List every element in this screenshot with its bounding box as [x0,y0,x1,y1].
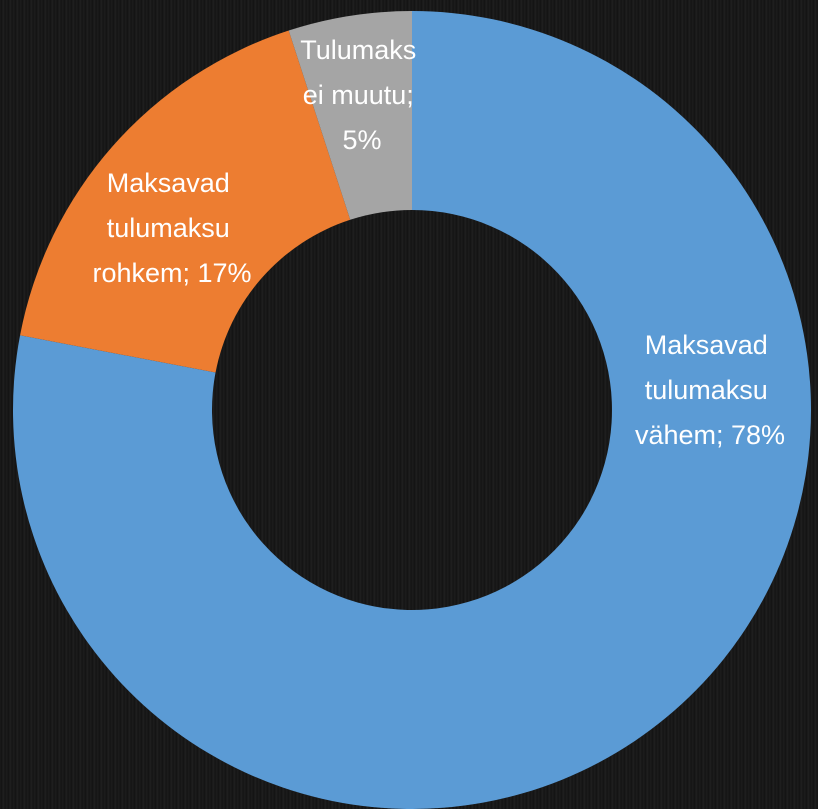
label-line: ei muutu; [303,80,422,110]
label-line: vähem; 78% [635,420,785,450]
label-line: Maksavad [107,168,238,198]
data-label: Maksavad tulumaksu rohkem; 17% [92,168,251,288]
data-label: Maksavad tulumaksu vähem; 78% [635,330,785,450]
label-line: tulumaksu [107,213,238,243]
label-line: tulumaksu [645,375,776,405]
label-line: Maksavad [645,330,776,360]
data-label: Tulumaks ei muutu; 5% [300,35,424,155]
label-line: rohkem; 17% [92,258,251,288]
label-line: 5% [342,125,381,155]
donut-segment [288,11,412,220]
donut-segment [12,11,811,809]
label-line: Tulumaks [300,35,424,65]
donut-segment [20,30,351,373]
